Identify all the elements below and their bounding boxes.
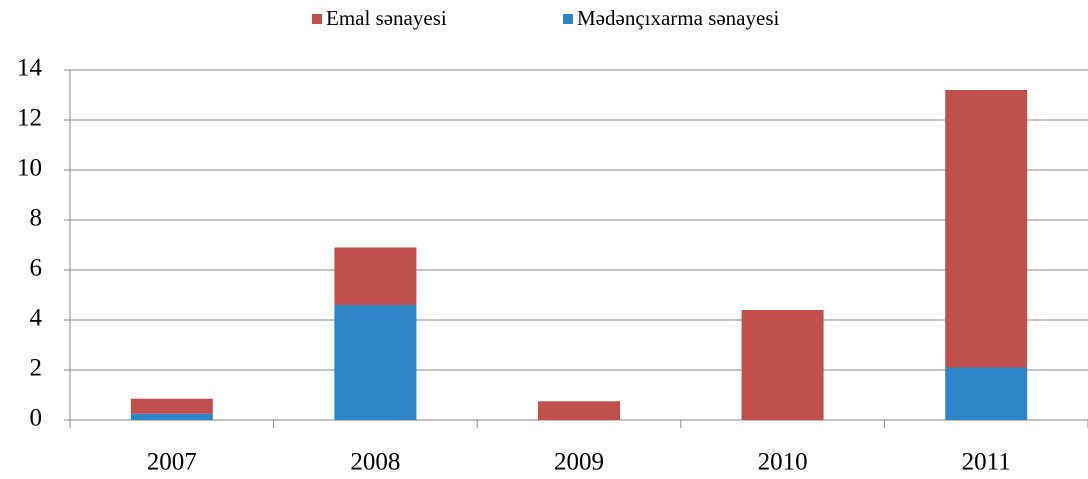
x-tick-label: 2008 [350, 449, 400, 476]
legend-swatch [312, 14, 322, 24]
bar-segment [538, 401, 620, 420]
bar-segment [334, 247, 417, 305]
y-tick-label: 6 [30, 255, 43, 282]
bar-segment [334, 305, 417, 420]
legend-swatch [563, 14, 573, 24]
legend-label: Emal sənayesi [326, 6, 447, 30]
y-tick-label: 2 [30, 355, 43, 382]
y-tick-label: 8 [30, 205, 43, 232]
bar-segment [741, 310, 824, 420]
bar-segment [130, 413, 213, 420]
y-tick-label: 14 [17, 55, 43, 82]
y-tick-label: 4 [30, 305, 43, 332]
x-tick-label: 2007 [147, 449, 197, 476]
x-tick-label: 2010 [758, 449, 808, 476]
y-tick-label: 0 [30, 405, 43, 432]
y-tick-label: 12 [17, 105, 42, 132]
bar-segment [130, 398, 213, 414]
bar-segment [945, 367, 1028, 420]
x-tick-label: 2009 [554, 449, 604, 476]
bar-segment [945, 90, 1028, 368]
legend-label: Mədənçıxarma sənayesi [577, 6, 779, 30]
x-tick-label: 2011 [962, 449, 1011, 476]
y-tick-label: 10 [17, 155, 42, 182]
